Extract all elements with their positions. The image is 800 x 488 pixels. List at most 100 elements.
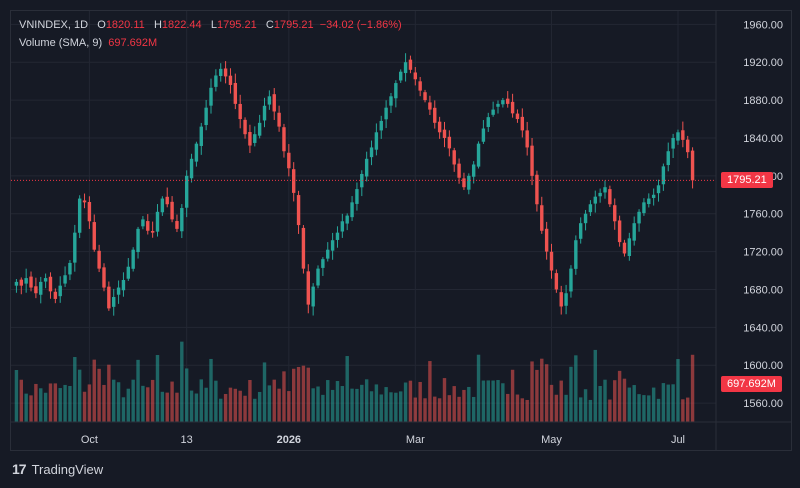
volume-bar (452, 386, 456, 422)
volume-bar (141, 385, 145, 422)
last-volume-tag: 697.692M (721, 376, 782, 393)
volume-bar (126, 388, 131, 422)
candle (97, 250, 101, 269)
candle (170, 201, 174, 220)
candle (267, 96, 272, 105)
tradingview-logo-icon: 17 (12, 461, 27, 477)
x-tick-label: 2026 (277, 434, 301, 446)
candle (209, 87, 213, 106)
candle (321, 259, 325, 268)
candle (58, 285, 62, 297)
candle (68, 262, 72, 275)
volume-bar (549, 384, 554, 422)
volume-bar (496, 380, 500, 422)
volume-bar (510, 369, 515, 422)
volume-bar (257, 391, 262, 422)
volume-bar (506, 393, 510, 422)
volume-bar (204, 387, 208, 422)
volume-bar (374, 384, 379, 422)
volume-bar (24, 393, 28, 422)
volume-bar (564, 394, 568, 422)
volume-bar (63, 384, 67, 422)
volume-bar (433, 396, 437, 422)
candle (233, 82, 238, 104)
volume-bar (364, 379, 369, 422)
volume-bar (559, 380, 563, 422)
volume-bar (267, 385, 272, 422)
volume-bar (34, 383, 38, 422)
volume-bar (676, 359, 680, 422)
volume-bar (666, 384, 670, 422)
candle (326, 249, 330, 259)
volume-bar (540, 358, 544, 422)
candle (651, 194, 656, 198)
volume-bar (608, 399, 612, 422)
volume-bar (48, 383, 53, 422)
volume-bar (43, 392, 48, 422)
branding[interactable]: 17 TradingView (12, 458, 103, 480)
volume-bar (686, 397, 690, 422)
symbol-label[interactable]: VNINDEX, 1D (19, 19, 89, 31)
candle (204, 107, 208, 126)
candle (219, 68, 223, 77)
volume-bar (384, 387, 388, 422)
candle (613, 205, 617, 222)
candle (428, 102, 432, 110)
candle (257, 122, 262, 136)
candle (360, 173, 364, 188)
candle (355, 189, 359, 204)
candle (82, 200, 87, 203)
volume-value: 697.692M (108, 37, 158, 49)
volume-bar (219, 398, 223, 422)
candle (272, 94, 276, 112)
candle (189, 158, 194, 179)
volume-label[interactable]: Volume (SMA, 9) (19, 37, 103, 49)
candle (136, 228, 140, 253)
candle (374, 132, 379, 150)
volume-bar (189, 390, 194, 422)
volume-bar (77, 369, 82, 422)
volume-bar (632, 385, 636, 422)
candle (661, 166, 666, 185)
candle (418, 81, 422, 91)
x-tick-label: 13 (181, 434, 193, 446)
brand-name: TradingView (31, 461, 104, 477)
y-tick-label: 1680.00 (743, 284, 783, 296)
x-tick-label: Jul (671, 434, 685, 446)
volume-bar (525, 399, 529, 422)
volume-bar (107, 364, 111, 422)
y-tick-label: 1960.00 (743, 19, 783, 31)
candle (583, 213, 588, 224)
candle (384, 107, 388, 120)
volume-bar (467, 386, 471, 422)
candle (501, 100, 505, 105)
candlestick-chart[interactable]: 1560.00 1600.00 1640.00 1680.00 1720.00 1760.… (11, 11, 792, 451)
volume-bar (253, 398, 257, 422)
candle (73, 232, 77, 263)
candle (496, 103, 500, 107)
volume-bar (282, 371, 286, 422)
candle (476, 143, 481, 167)
candle (262, 105, 267, 121)
volume-bar (146, 387, 150, 422)
volume-bar (291, 368, 296, 422)
candle (126, 266, 131, 279)
volume-bar (418, 381, 422, 422)
candle (437, 121, 442, 133)
candle (574, 240, 578, 269)
volume-bar (603, 379, 607, 422)
volume-bar (155, 355, 160, 422)
candle (146, 221, 150, 231)
volume-bar (535, 369, 539, 422)
volume-bar (462, 389, 466, 422)
volume-bar (520, 398, 525, 422)
candle (238, 103, 242, 120)
chart-panel[interactable]: 1560.00 1600.00 1640.00 1680.00 1720.00 1760.… (10, 10, 792, 451)
candle (442, 129, 447, 138)
candle (340, 221, 345, 232)
volume-bar (262, 362, 267, 422)
candle (160, 198, 165, 213)
axes: 1560.00 1600.00 1640.00 1680.00 1720.00 1760.… (11, 11, 791, 450)
high-value: 1822.44 (161, 19, 202, 31)
candle (112, 297, 116, 307)
